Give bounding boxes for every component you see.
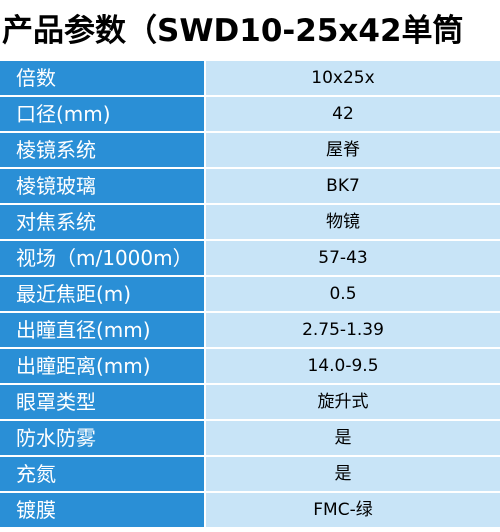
row-label: 出瞳直径(mm): [0, 313, 204, 347]
table-row-nitrogen: 充氮 是: [0, 457, 500, 493]
spec-table: 倍数 10x25x 口径(mm) 42 棱镜系统 屋脊 棱镜玻璃 BK7 对焦系…: [0, 61, 500, 529]
row-value: 57-43: [204, 241, 500, 275]
row-label: 棱镜系统: [0, 133, 204, 167]
row-label: 眼罩类型: [0, 385, 204, 419]
table-row-coating: 镀膜 FMC-绿: [0, 493, 500, 529]
row-value: 屋脊: [204, 133, 500, 167]
row-label: 对焦系统: [0, 205, 204, 239]
table-row-field-of-view: 视场（m/1000m） 57-43: [0, 241, 500, 277]
table-row-prism-system: 棱镜系统 屋脊: [0, 133, 500, 169]
row-value: BK7: [204, 169, 500, 203]
row-label: 口径(mm): [0, 97, 204, 131]
row-label: 视场（m/1000m）: [0, 241, 204, 275]
row-label: 防水防雾: [0, 421, 204, 455]
row-label: 最近焦距(m): [0, 277, 204, 311]
row-label: 充氮: [0, 457, 204, 491]
row-label: 棱镜玻璃: [0, 169, 204, 203]
table-row-focus-system: 对焦系统 物镜: [0, 205, 500, 241]
table-row-magnification: 倍数 10x25x: [0, 61, 500, 97]
row-value: 旋升式: [204, 385, 500, 419]
table-row-aperture: 口径(mm) 42: [0, 97, 500, 133]
table-row-waterproof: 防水防雾 是: [0, 421, 500, 457]
row-label: 出瞳距离(mm): [0, 349, 204, 383]
row-value: 是: [204, 457, 500, 491]
table-row-prism-glass: 棱镜玻璃 BK7: [0, 169, 500, 205]
page-title: 产品参数（SWD10-25x42单筒: [2, 13, 464, 49]
row-value: 10x25x: [204, 61, 500, 95]
table-row-min-focus: 最近焦距(m) 0.5: [0, 277, 500, 313]
row-value: 14.0-9.5: [204, 349, 500, 383]
row-value: FMC-绿: [204, 493, 500, 527]
table-row-eyecup-type: 眼罩类型 旋升式: [0, 385, 500, 421]
row-value: 是: [204, 421, 500, 455]
row-value: 42: [204, 97, 500, 131]
table-row-eye-relief: 出瞳距离(mm) 14.0-9.5: [0, 349, 500, 385]
row-value: 物镜: [204, 205, 500, 239]
row-value: 0.5: [204, 277, 500, 311]
row-label: 倍数: [0, 61, 204, 95]
table-row-exit-pupil-diameter: 出瞳直径(mm) 2.75-1.39: [0, 313, 500, 349]
row-value: 2.75-1.39: [204, 313, 500, 347]
row-label: 镀膜: [0, 493, 204, 527]
